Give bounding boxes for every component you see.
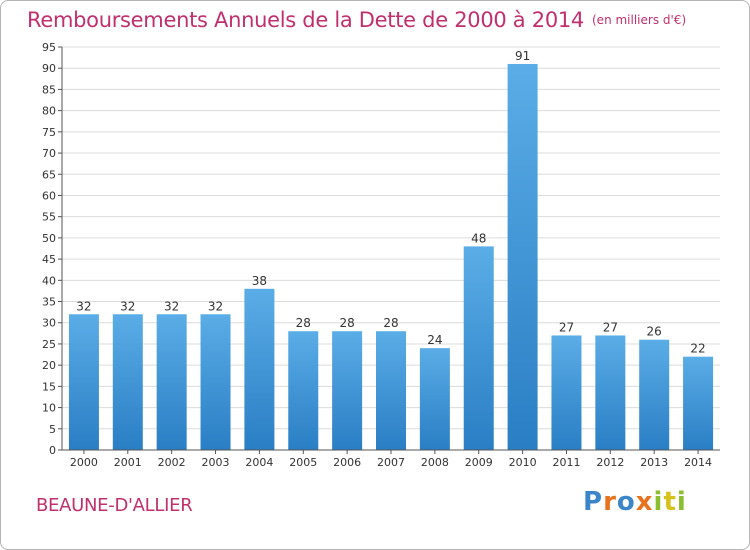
x-tick-label: 2009: [465, 456, 493, 469]
data-label: 32: [120, 299, 135, 313]
bar: [332, 331, 363, 450]
bar: [595, 335, 626, 450]
x-tick-label: 2010: [509, 456, 537, 469]
x-tick-label: 2005: [289, 456, 317, 469]
data-label: 28: [296, 316, 311, 330]
bar: [156, 314, 187, 450]
y-tick-label: 50: [42, 232, 56, 245]
x-tick-label: 2003: [202, 456, 230, 469]
bar: [244, 288, 275, 450]
y-tick-label: 70: [42, 147, 56, 160]
x-tick-label: 2013: [640, 456, 668, 469]
logo-letter: x: [635, 487, 654, 517]
proxiti-logo: Proxiti: [583, 487, 687, 517]
bar: [683, 356, 714, 450]
bar: [288, 331, 319, 450]
chart-title: Remboursements Annuels de la Dette de 20…: [27, 8, 687, 32]
y-tick-label: 60: [42, 189, 56, 202]
unit-label: (en milliers d'€): [592, 13, 687, 27]
x-tick-label: 2004: [245, 456, 273, 469]
bar: [200, 314, 231, 450]
logo-letter: r: [603, 487, 617, 517]
y-tick-label: 45: [42, 253, 56, 266]
logo-letter: P: [583, 487, 604, 517]
x-tick-label: 2012: [596, 456, 624, 469]
x-tick-label: 2001: [114, 456, 142, 469]
bar: [639, 339, 670, 450]
logo-letter: t: [663, 487, 677, 517]
bar: [68, 314, 99, 450]
data-label: 28: [383, 316, 398, 330]
data-label: 27: [559, 320, 574, 334]
bar: [112, 314, 143, 450]
commune-name: BEAUNE-D'ALLIER: [36, 495, 193, 516]
y-tick-label: 20: [42, 359, 56, 372]
data-label: 48: [471, 231, 486, 245]
data-label: 24: [427, 333, 442, 347]
y-tick-label: 40: [42, 274, 56, 287]
logo-letter: i: [676, 487, 687, 517]
data-label: 32: [208, 299, 223, 313]
y-tick-label: 90: [42, 62, 56, 75]
x-tick-label: 2008: [421, 456, 449, 469]
logo-letter: o: [616, 487, 636, 517]
y-tick-label: 25: [42, 338, 56, 351]
data-label: 91: [515, 49, 530, 63]
y-tick-label: 10: [42, 402, 56, 415]
bar: [463, 246, 494, 450]
data-label: 22: [690, 342, 705, 356]
logo-letter: i: [653, 487, 664, 517]
bar: [507, 63, 538, 451]
y-tick-label: 5: [49, 423, 56, 436]
x-tick-label: 2014: [684, 456, 712, 469]
data-label: 26: [647, 325, 662, 339]
bar: [419, 348, 450, 450]
bar: [376, 331, 406, 450]
y-tick-label: 30: [42, 317, 56, 330]
y-tick-label: 80: [42, 105, 56, 118]
data-label: 32: [164, 299, 179, 313]
x-tick-label: 2007: [377, 456, 405, 469]
data-label: 32: [76, 299, 91, 313]
y-tick-label: 0: [49, 444, 56, 457]
y-tick-label: 85: [42, 83, 56, 96]
y-tick-label: 35: [42, 296, 56, 309]
x-tick-label: 2011: [552, 456, 580, 469]
data-label: 27: [603, 320, 618, 334]
x-tick-label: 2006: [333, 456, 361, 469]
y-tick-label: 15: [42, 380, 56, 393]
x-tick-label: 2000: [70, 456, 98, 469]
data-label: 38: [252, 274, 267, 288]
x-tick-label: 2002: [158, 456, 186, 469]
y-tick-label: 75: [42, 126, 56, 139]
bar: [551, 335, 582, 450]
y-tick-label: 55: [42, 211, 56, 224]
data-label: 28: [339, 316, 354, 330]
y-tick-label: 95: [42, 41, 56, 54]
y-tick-label: 65: [42, 168, 56, 181]
